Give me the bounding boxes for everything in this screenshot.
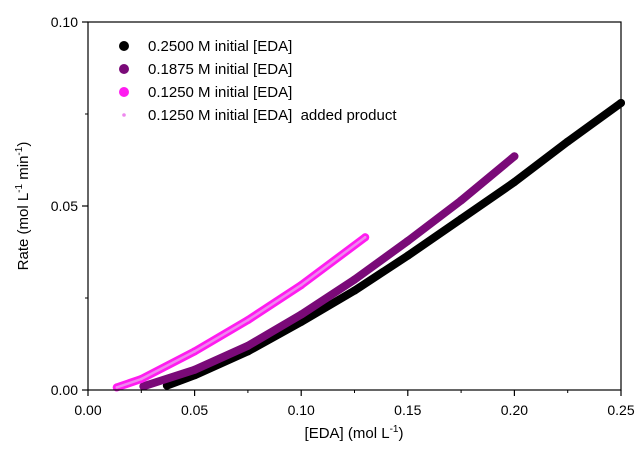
data-point bbox=[457, 196, 466, 205]
data-point bbox=[510, 178, 519, 187]
x-tick-label: 0.15 bbox=[394, 402, 421, 418]
data-point bbox=[299, 283, 303, 287]
legend-marker bbox=[122, 113, 126, 117]
data-point bbox=[193, 350, 196, 353]
legend-label: 0.1875 M initial [EDA] bbox=[148, 61, 292, 78]
data-point bbox=[246, 318, 250, 322]
y-axis: 0.00 0.05 0.10 bbox=[51, 14, 88, 398]
legend-marker bbox=[119, 87, 129, 97]
series-curve-1 bbox=[162, 99, 625, 390]
data-point bbox=[350, 275, 359, 284]
data-point bbox=[243, 341, 252, 350]
legend-label: 0.2500 M initial [EDA] bbox=[148, 38, 292, 55]
plot-series bbox=[112, 98, 625, 392]
data-point bbox=[190, 365, 199, 374]
y-tick-label: 0.00 bbox=[51, 382, 78, 398]
data-point bbox=[115, 386, 119, 389]
y-tick-label: 0.05 bbox=[51, 198, 78, 214]
legend: 0.2500 M initial [EDA] 0.1875 M initial [… bbox=[119, 38, 397, 124]
data-point bbox=[140, 377, 143, 381]
legend-label: 0.1250 M initial [EDA] added product bbox=[148, 107, 397, 124]
x-tick-label: 0.20 bbox=[501, 402, 528, 418]
series-curve-2 bbox=[139, 152, 519, 391]
y-tick-label: 0.10 bbox=[51, 14, 78, 30]
x-axis-title: [EDA] (mol L-1) bbox=[305, 424, 404, 442]
x-tick-label: 0.10 bbox=[288, 402, 315, 418]
data-point bbox=[297, 310, 306, 319]
x-tick-label: 0.25 bbox=[607, 402, 634, 418]
legend-marker bbox=[119, 64, 129, 74]
data-point bbox=[510, 152, 519, 161]
data-point bbox=[403, 251, 412, 260]
x-axis: 0.00 0.05 0.10 0.15 0.20 0.25 bbox=[74, 390, 635, 418]
series-curve-4 bbox=[115, 236, 367, 389]
data-point bbox=[162, 381, 171, 390]
y-axis-title: Rate (mol L-1 min-1) bbox=[14, 142, 32, 271]
data-point bbox=[139, 382, 148, 391]
data-point bbox=[457, 214, 466, 223]
data-point bbox=[363, 235, 367, 239]
legend-label: 0.1250 M initial [EDA] bbox=[148, 84, 292, 101]
data-point bbox=[563, 137, 572, 146]
x-tick-label: 0.00 bbox=[74, 402, 101, 418]
data-point bbox=[403, 236, 412, 245]
data-point bbox=[350, 286, 359, 295]
x-tick-label: 0.05 bbox=[181, 402, 208, 418]
series-curve-3 bbox=[112, 233, 370, 392]
legend-marker bbox=[119, 41, 129, 51]
